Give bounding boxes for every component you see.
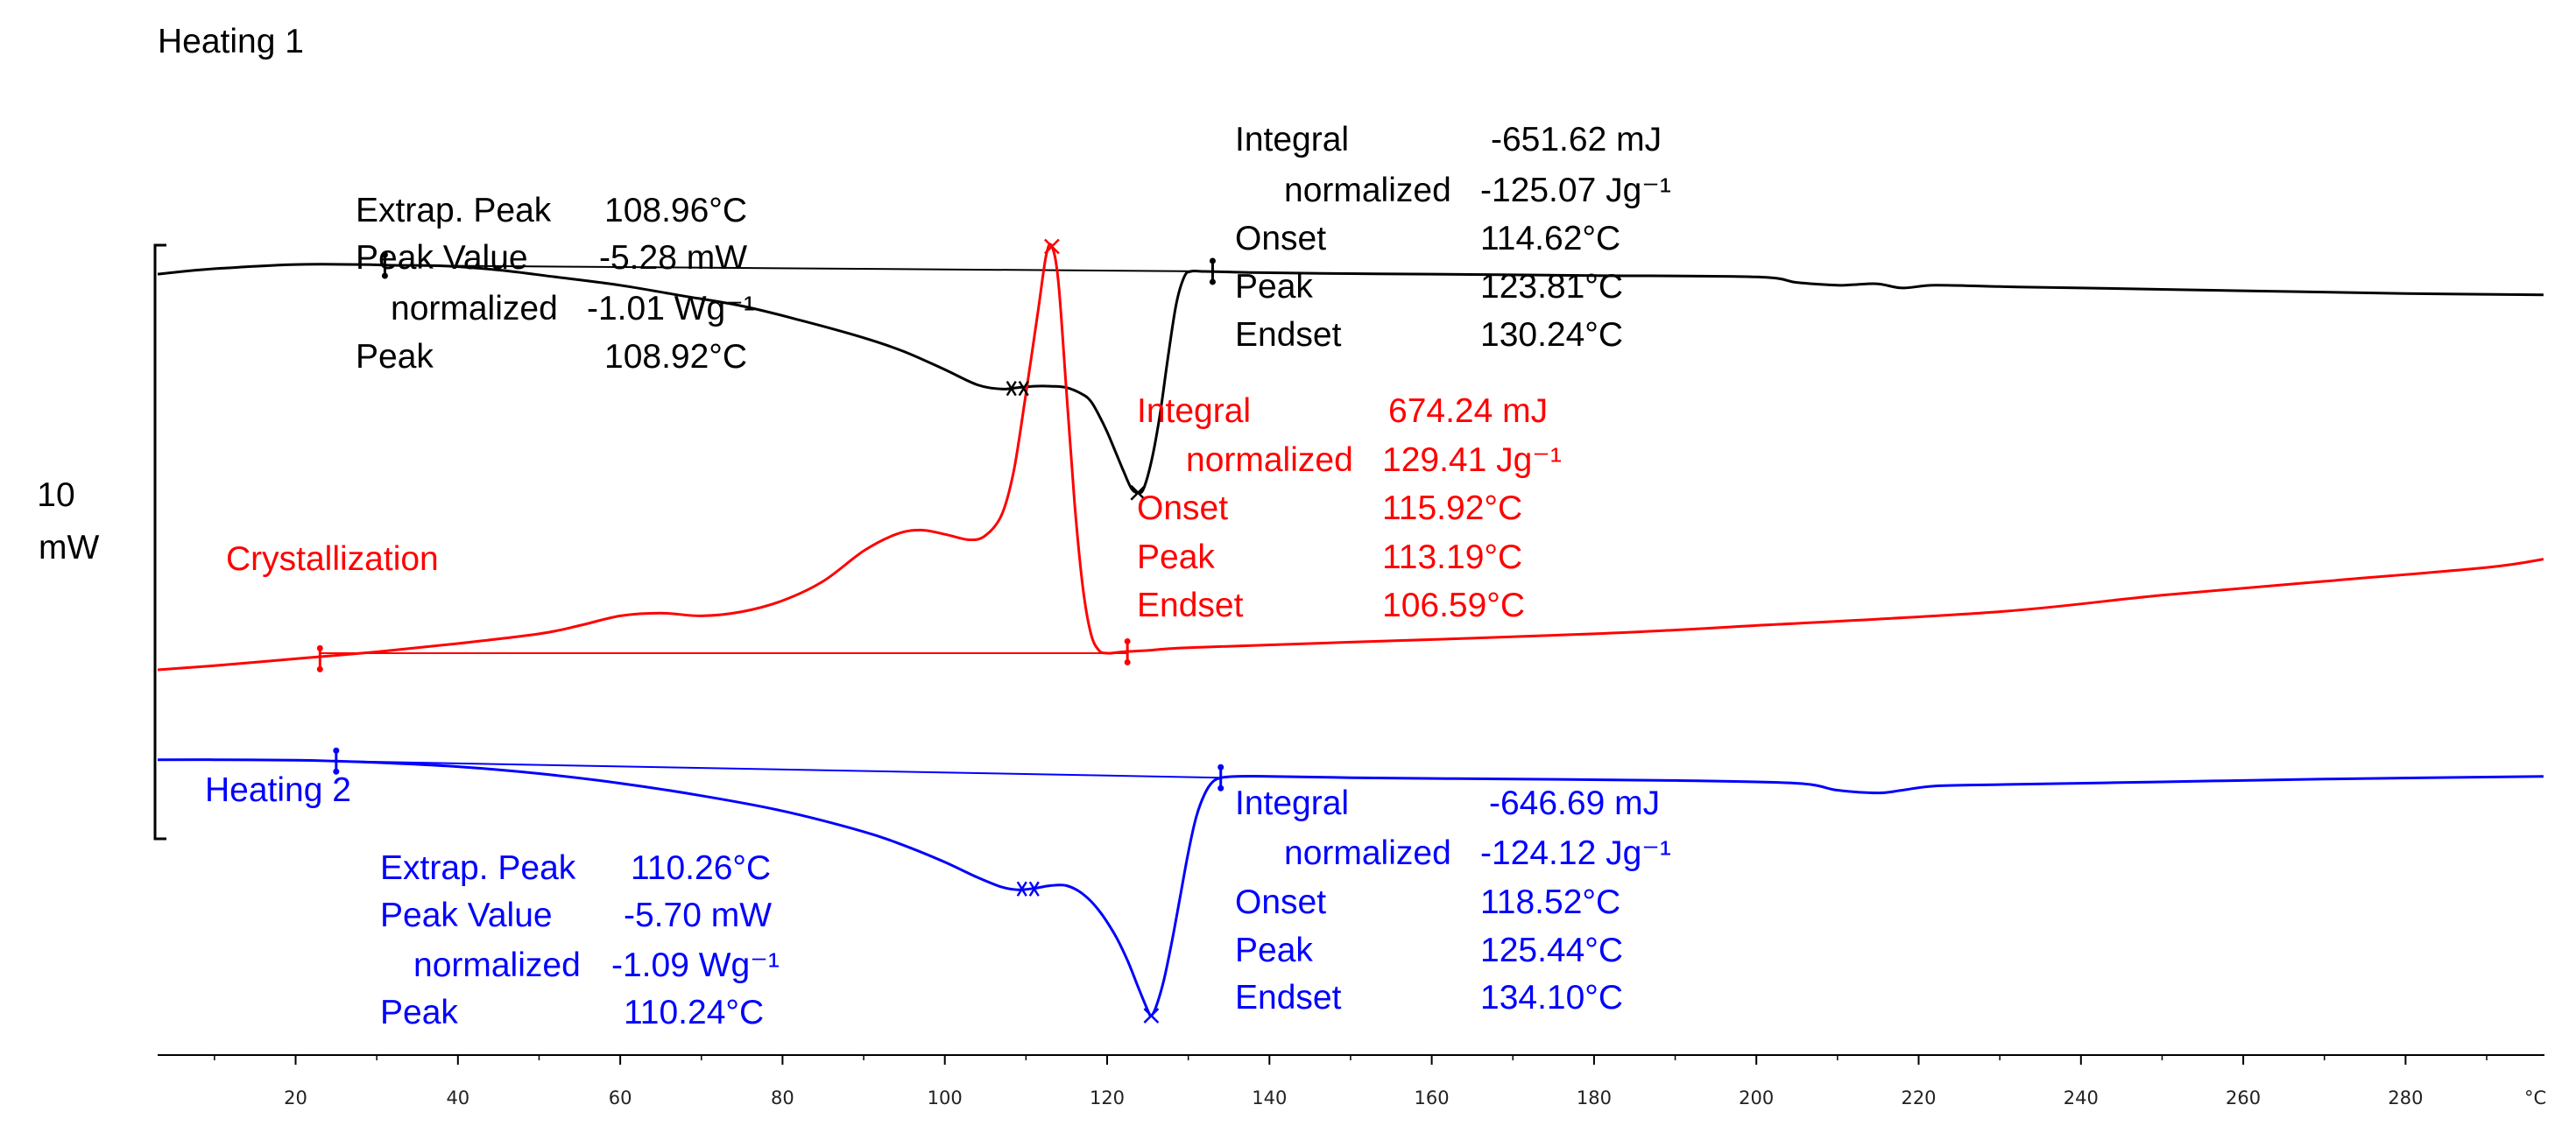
x-tick-label: 40 [446,1087,469,1108]
h2-normalized2-label: normalized [1284,834,1451,872]
crystallization-peak-marker [1044,238,1060,255]
heating1-title: Heating 1 [158,23,304,60]
h2-integral-value: -646.69 mJ [1489,785,1660,822]
x-tick-label: 180 [1577,1087,1612,1108]
h2-onset-label: Onset [1235,883,1326,921]
cr-peak-label: Peak [1137,538,1215,576]
x-tick-label: 200 [1739,1087,1774,1108]
h1-normalized2-label: normalized [1284,172,1451,209]
h2-normalized-label: normalized [413,946,581,984]
h1-endset-label: Endset [1235,316,1342,354]
heating1-curve [157,263,2544,495]
baselines [320,264,1221,779]
scale-bar [153,243,166,841]
h2-peak-value-value: -5.70 mW [624,897,772,934]
scale-bar-unit: mW [39,529,99,566]
heating2-extrap-peak-marker [1016,881,1040,897]
heating2-limit-marker [333,747,340,775]
heating2-limit-marker [1217,763,1224,792]
h1-extrap-peak-value: 108.96°C [604,192,747,229]
x-tick-label: 80 [771,1087,794,1108]
heating1-limit-marker [1209,257,1216,285]
x-tick-label: 20 [284,1087,307,1108]
x-tick-label: 120 [1090,1087,1125,1108]
h1-normalized-value: -1.01 Wg⁻¹ [587,290,755,327]
x-tick-label: 240 [2064,1087,2099,1108]
x-unit-label: °C [2524,1087,2546,1108]
h2-endset-value: 134.10°C [1480,979,1623,1017]
x-axis-ticks: 20 40 60 80 100 120 140 160 180 200 220 240 260 280 [214,1055,2488,1108]
h1-peak2-value: 123.81°C [1480,268,1623,306]
h1-onset-label: Onset [1235,220,1326,257]
x-tick-label: 160 [1415,1087,1450,1108]
h1-peak-value-value: -5.28 mW [599,239,747,277]
h1-peak-label: Peak [356,338,434,376]
h2-normalized2-value: -124.12 Jg⁻¹ [1480,834,1671,872]
h1-integral-value: -651.62 mJ [1491,121,1662,158]
h2-peak-value-label: Peak Value [380,897,553,934]
x-tick-label: 260 [2226,1087,2261,1108]
h2-peak2-value: 125.44°C [1480,932,1623,969]
heating2-title: Heating 2 [205,771,351,809]
h1-peak-value: 108.92°C [604,338,747,376]
h1-endset-value: 130.24°C [1480,316,1623,354]
h2-integral-label: Integral [1235,785,1349,822]
h1-integral-label: Integral [1235,121,1349,158]
heating2-peak-marker [1143,1008,1160,1024]
h2-peak-label: Peak [380,994,458,1031]
crystallization-title: Crystallization [226,540,439,578]
x-tick-label: 100 [928,1087,963,1108]
cr-integral-value: 674.24 mJ [1388,392,1548,430]
heating1-limit-marker [381,251,388,279]
cr-onset-label: Onset [1137,489,1228,527]
h2-onset-value: 118.52°C [1480,883,1620,921]
h2-endset-label: Endset [1235,979,1342,1017]
cr-normalized-label: normalized [1186,441,1353,479]
x-tick-label: 60 [609,1087,632,1108]
x-tick-label: 220 [1901,1087,1936,1108]
h1-normalized2-value: -125.07 Jg⁻¹ [1480,172,1671,209]
crystallization-limit-marker [1124,637,1131,665]
markers [316,238,1224,1024]
cr-normalized-value: 129.41 Jg⁻¹ [1382,441,1562,479]
cr-endset-value: 106.59°C [1382,587,1525,624]
x-tick-label: 140 [1252,1087,1287,1108]
heating1-extrap-peak-marker [1006,380,1029,397]
h2-normalized-value: -1.09 Wg⁻¹ [611,946,780,984]
cr-peak-value: 113.19°C [1382,538,1522,576]
h1-peak-value-label: Peak Value [356,239,528,277]
cr-endset-label: Endset [1137,587,1244,624]
h2-peak-value: 110.24°C [624,994,764,1031]
h1-normalized-label: normalized [391,290,558,327]
h2-peak2-label: Peak [1235,932,1313,969]
x-tick-label: 280 [2388,1087,2423,1108]
heating2-baseline [335,760,1221,779]
cr-onset-value: 115.92°C [1382,489,1522,527]
crystallization-limit-marker [316,644,323,672]
heating1-peak-marker [1130,484,1147,501]
h1-onset-value: 114.62°C [1480,220,1620,257]
heating1-baseline [385,264,1213,272]
h2-extrap-peak-value: 110.26°C [631,849,771,887]
h1-peak2-label: Peak [1235,268,1313,306]
cr-integral-label: Integral [1137,392,1251,430]
h2-extrap-peak-label: Extrap. Peak [380,849,576,887]
scale-bar-value: 10 [37,476,74,514]
h1-extrap-peak-label: Extrap. Peak [356,192,552,229]
